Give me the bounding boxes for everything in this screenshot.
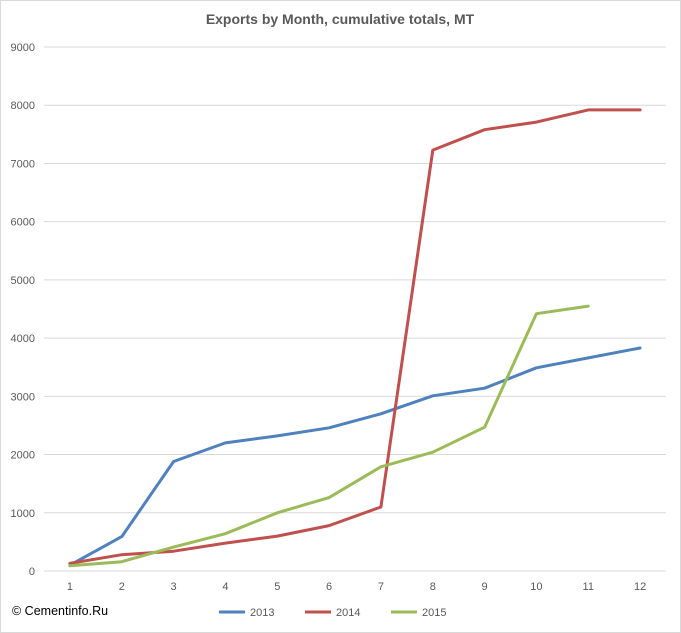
- series-line-2013: [68, 346, 642, 567]
- series-group: [68, 108, 642, 568]
- y-tick-label: 2000: [11, 450, 35, 462]
- y-tick-label: 8000: [11, 100, 35, 112]
- x-tick-label: 9: [482, 581, 488, 593]
- x-axis: 1 2 3 4 5 6 7 8 9 10 11 12: [67, 581, 646, 593]
- chart-title: Exports by Month, cumulative totals, MT: [206, 11, 475, 27]
- y-tick-label: 6000: [11, 217, 35, 229]
- legend-item-2015[interactable]: 2015: [391, 607, 446, 619]
- y-tick-label: 1000: [11, 508, 35, 520]
- gridlines: [44, 46, 666, 572]
- x-tick-label: 3: [171, 581, 177, 593]
- x-tick-label: 4: [222, 581, 228, 593]
- y-tick-label: 7000: [11, 158, 35, 170]
- x-tick-label: 7: [378, 581, 384, 593]
- y-tick-label: 0: [29, 566, 35, 578]
- x-tick-label: 2: [119, 581, 125, 593]
- x-tick-label: 12: [634, 581, 646, 593]
- series-line-2015: [68, 304, 590, 568]
- legend-label: 2013: [250, 607, 274, 619]
- legend-label: 2015: [422, 607, 446, 619]
- x-tick-label: 8: [430, 581, 436, 593]
- x-tick-label: 1: [67, 581, 73, 593]
- y-tick-label: 3000: [11, 391, 35, 403]
- x-tick-label: 6: [326, 581, 332, 593]
- legend-item-2013[interactable]: 2013: [219, 607, 274, 619]
- x-tick-label: 10: [530, 581, 542, 593]
- y-tick-label: 4000: [11, 333, 35, 345]
- y-tick-label: 5000: [11, 275, 35, 287]
- legend[interactable]: 2013 2014 2015: [219, 607, 446, 619]
- y-axis: 0 1000 2000 3000 4000 5000 6000 7000 8000 9000: [11, 42, 35, 578]
- legend-item-2014[interactable]: 2014: [305, 607, 360, 619]
- x-tick-label: 5: [274, 581, 280, 593]
- x-tick-label: 11: [583, 581, 594, 593]
- legend-label: 2014: [336, 607, 360, 619]
- y-tick-label: 9000: [11, 42, 35, 54]
- copyright-text: © Cementinfo.Ru: [12, 604, 109, 618]
- series-line-2014: [68, 108, 642, 565]
